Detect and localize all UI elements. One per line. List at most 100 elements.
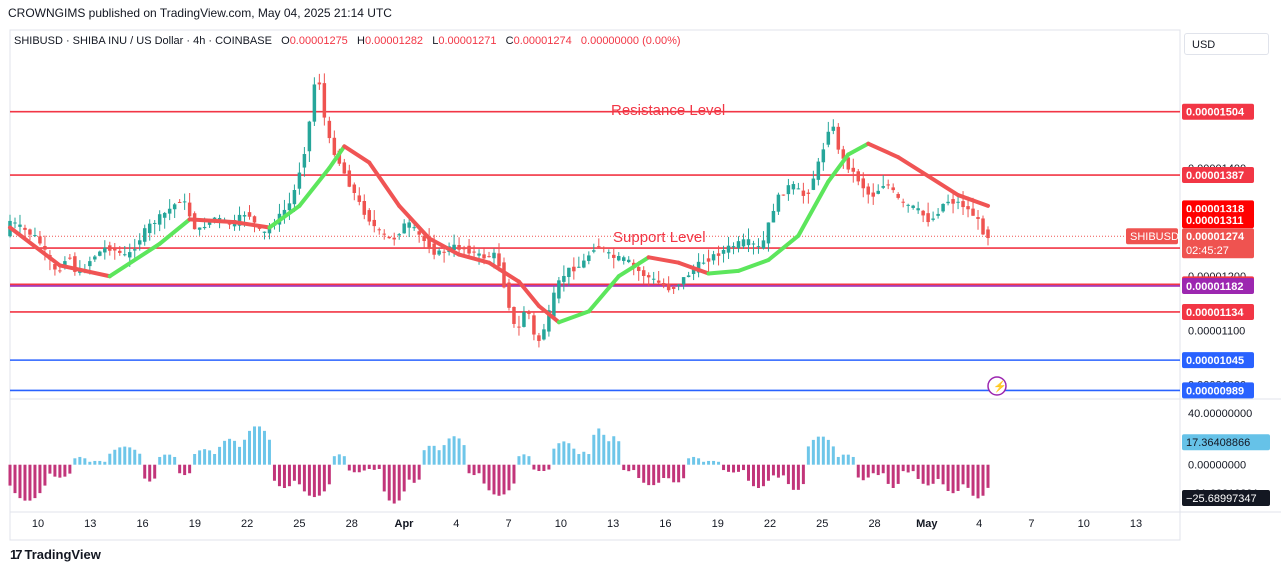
candle-body <box>282 209 287 217</box>
level-label-box <box>1182 303 1254 320</box>
candle-body <box>262 231 267 233</box>
candle-body <box>941 203 945 212</box>
candle-body <box>542 329 546 340</box>
candle-body <box>537 335 541 341</box>
candle-body <box>73 256 77 272</box>
candle-body <box>831 126 836 131</box>
candle-body <box>58 270 62 272</box>
ma-segment <box>796 179 831 238</box>
candle-body <box>482 254 486 259</box>
candle-body <box>916 208 920 211</box>
candle-body <box>267 227 272 234</box>
ma-segment <box>616 255 651 279</box>
high-label: H <box>356 35 365 47</box>
ma-segment <box>457 252 492 265</box>
time-tick-label: 10 <box>555 518 567 530</box>
close-label: C <box>505 35 514 47</box>
ma-segment <box>766 233 801 262</box>
time-tick-label: 28 <box>868 518 880 530</box>
candle-body <box>397 234 401 236</box>
candle-body <box>666 283 671 291</box>
candle-body <box>796 188 801 190</box>
candle-body <box>956 201 960 203</box>
change-value: 0.00000000 (0.00%) <box>580 35 681 47</box>
level-label-box <box>1182 103 1254 120</box>
alert-lightning-icon <box>987 376 1007 396</box>
support-annotation: Support Level <box>613 229 706 246</box>
current-price-label: 0.00001274 <box>1186 231 1245 243</box>
low-value: 0.00001271 <box>438 35 497 47</box>
candle-body <box>981 218 985 235</box>
candle-body <box>98 251 102 256</box>
candle-body <box>906 204 910 206</box>
tradingview-logo-icon: 17 <box>10 547 23 562</box>
candle-body <box>641 270 646 276</box>
candle-body <box>132 249 137 251</box>
time-tick-label: 13 <box>607 518 619 530</box>
candle-body <box>731 246 736 248</box>
candle-body <box>881 186 885 188</box>
candle-body <box>157 214 162 225</box>
candle-body <box>187 202 192 217</box>
time-tick-label: 13 <box>84 518 96 530</box>
candle-body <box>437 250 441 255</box>
ma-segment <box>866 141 901 160</box>
ma-segment <box>516 279 541 308</box>
osc-value-box <box>1182 434 1270 451</box>
candle-body <box>971 208 975 216</box>
candle-body <box>317 82 322 85</box>
candle-body <box>93 256 97 260</box>
candle-body <box>142 228 147 242</box>
oscillator <box>8 426 990 504</box>
ma-segment <box>706 268 741 276</box>
candle-body <box>252 216 257 223</box>
axes: 0.000014000.000013000.000012000.00001100… <box>32 103 1270 530</box>
ma-segment <box>846 141 871 157</box>
candle-body <box>512 306 516 324</box>
candle-body <box>377 229 381 231</box>
symbol-title: SHIBUSD · SHIBA INU / US Dollar · 4h · C… <box>14 35 272 47</box>
ma-segment <box>826 152 851 184</box>
osc-value-label: 17.36408866 <box>1186 437 1250 449</box>
candle-body <box>372 219 377 227</box>
candle-body <box>217 218 222 220</box>
candle-body <box>53 264 57 270</box>
candle-body <box>751 243 756 245</box>
candle-body <box>806 192 811 194</box>
candle-body <box>936 213 940 216</box>
candle-body <box>307 121 312 152</box>
low-label: L <box>432 35 439 47</box>
candle-body <box>177 201 182 203</box>
time-tick-label: May <box>916 518 938 530</box>
candle-body <box>791 184 796 190</box>
candle-body <box>352 184 357 193</box>
candle-body <box>23 227 27 230</box>
candle-body <box>427 238 431 249</box>
candle-body <box>547 310 551 332</box>
moving-average <box>8 141 990 325</box>
candle-body <box>786 185 791 195</box>
candle-body <box>247 212 252 217</box>
candle-body <box>901 201 905 203</box>
candle-body <box>696 261 701 273</box>
time-tick-label: 7 <box>1028 518 1034 530</box>
candle-body <box>88 261 92 267</box>
candle-body <box>402 223 406 234</box>
candle-body <box>911 205 915 208</box>
candle-body <box>736 241 741 249</box>
candle-body <box>212 217 217 220</box>
currency-button[interactable]: USD <box>1184 33 1269 55</box>
candle-body <box>776 194 781 212</box>
ma-segment <box>107 241 162 279</box>
candle-body <box>302 154 307 168</box>
level-label: 0.00001182 <box>1186 281 1244 293</box>
candle-body <box>332 137 337 155</box>
open-value: 0.00001275 <box>289 35 348 47</box>
candle-body <box>607 252 611 254</box>
candle-body <box>63 261 67 268</box>
candle-body <box>432 243 436 255</box>
candle-body <box>661 283 666 286</box>
candle-body <box>587 255 591 261</box>
candle-body <box>931 218 935 220</box>
